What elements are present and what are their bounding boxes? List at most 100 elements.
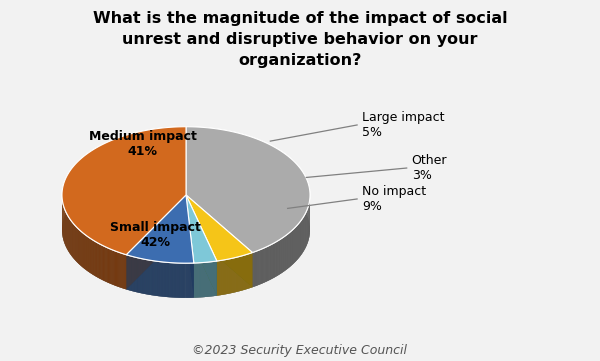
Polygon shape: [263, 248, 264, 283]
Polygon shape: [110, 249, 112, 284]
Polygon shape: [186, 195, 217, 263]
Polygon shape: [100, 244, 101, 279]
Polygon shape: [279, 239, 280, 275]
Polygon shape: [186, 195, 217, 296]
Polygon shape: [288, 234, 289, 269]
Polygon shape: [112, 250, 113, 285]
Polygon shape: [88, 237, 89, 272]
Polygon shape: [83, 234, 85, 269]
Polygon shape: [89, 238, 90, 273]
Polygon shape: [109, 248, 110, 283]
Polygon shape: [253, 252, 254, 287]
Polygon shape: [186, 195, 217, 263]
Polygon shape: [285, 235, 286, 271]
Polygon shape: [285, 235, 286, 271]
Polygon shape: [115, 251, 116, 286]
Polygon shape: [99, 244, 100, 279]
Polygon shape: [98, 243, 99, 278]
Polygon shape: [91, 239, 92, 274]
Polygon shape: [288, 234, 289, 269]
Polygon shape: [265, 247, 266, 282]
Polygon shape: [273, 243, 274, 278]
Polygon shape: [284, 236, 285, 271]
Polygon shape: [96, 242, 97, 277]
Polygon shape: [268, 246, 269, 281]
Polygon shape: [254, 252, 255, 287]
Polygon shape: [82, 232, 83, 268]
Polygon shape: [282, 238, 283, 273]
Text: Other
3%: Other 3%: [412, 154, 447, 182]
Polygon shape: [108, 248, 109, 283]
Polygon shape: [253, 252, 254, 287]
Polygon shape: [186, 195, 217, 296]
Polygon shape: [105, 247, 106, 282]
Polygon shape: [118, 252, 119, 287]
Polygon shape: [275, 242, 276, 277]
Polygon shape: [122, 253, 124, 288]
Polygon shape: [88, 237, 89, 272]
Polygon shape: [261, 249, 262, 284]
Polygon shape: [265, 247, 266, 282]
Polygon shape: [112, 250, 113, 285]
Polygon shape: [282, 238, 283, 273]
Polygon shape: [267, 246, 268, 281]
Polygon shape: [254, 252, 255, 287]
Polygon shape: [262, 248, 263, 283]
Polygon shape: [186, 195, 194, 298]
Polygon shape: [109, 248, 110, 283]
Polygon shape: [271, 244, 272, 279]
Polygon shape: [286, 234, 287, 270]
Polygon shape: [281, 238, 282, 273]
Polygon shape: [274, 243, 275, 278]
Polygon shape: [62, 127, 186, 255]
Polygon shape: [125, 255, 126, 290]
Polygon shape: [108, 248, 109, 283]
Polygon shape: [99, 244, 100, 279]
Polygon shape: [97, 242, 98, 278]
Polygon shape: [278, 240, 279, 275]
Polygon shape: [100, 244, 101, 279]
Polygon shape: [87, 236, 88, 271]
Polygon shape: [117, 252, 118, 287]
Text: Small impact
42%: Small impact 42%: [110, 221, 200, 249]
Text: No impact
9%: No impact 9%: [362, 185, 426, 213]
Polygon shape: [186, 195, 253, 287]
Polygon shape: [110, 249, 112, 284]
Polygon shape: [284, 236, 285, 271]
Polygon shape: [101, 245, 103, 280]
Polygon shape: [106, 247, 107, 282]
Polygon shape: [278, 240, 279, 275]
Polygon shape: [92, 240, 93, 275]
Polygon shape: [113, 250, 114, 285]
Polygon shape: [95, 242, 96, 277]
Polygon shape: [255, 251, 256, 286]
Polygon shape: [119, 253, 121, 288]
Polygon shape: [118, 252, 119, 287]
Polygon shape: [119, 253, 121, 288]
Polygon shape: [261, 249, 262, 284]
Polygon shape: [267, 246, 268, 281]
Polygon shape: [91, 239, 92, 274]
Polygon shape: [106, 247, 107, 282]
Text: ©2023 Security Executive Council: ©2023 Security Executive Council: [193, 344, 407, 357]
Polygon shape: [287, 234, 288, 269]
Polygon shape: [116, 251, 117, 286]
Polygon shape: [62, 127, 186, 255]
Polygon shape: [125, 255, 126, 290]
Text: Medium impact
41%: Medium impact 41%: [89, 130, 197, 158]
Polygon shape: [94, 240, 95, 276]
Polygon shape: [82, 232, 83, 268]
Polygon shape: [276, 241, 277, 277]
Polygon shape: [90, 238, 91, 274]
Polygon shape: [272, 243, 273, 279]
Polygon shape: [115, 251, 116, 286]
Polygon shape: [92, 240, 93, 275]
Polygon shape: [258, 250, 259, 285]
Polygon shape: [266, 247, 267, 282]
Polygon shape: [279, 239, 280, 275]
Polygon shape: [186, 195, 253, 261]
Polygon shape: [86, 235, 87, 271]
Polygon shape: [186, 127, 310, 253]
Polygon shape: [264, 248, 265, 283]
Polygon shape: [269, 245, 270, 280]
